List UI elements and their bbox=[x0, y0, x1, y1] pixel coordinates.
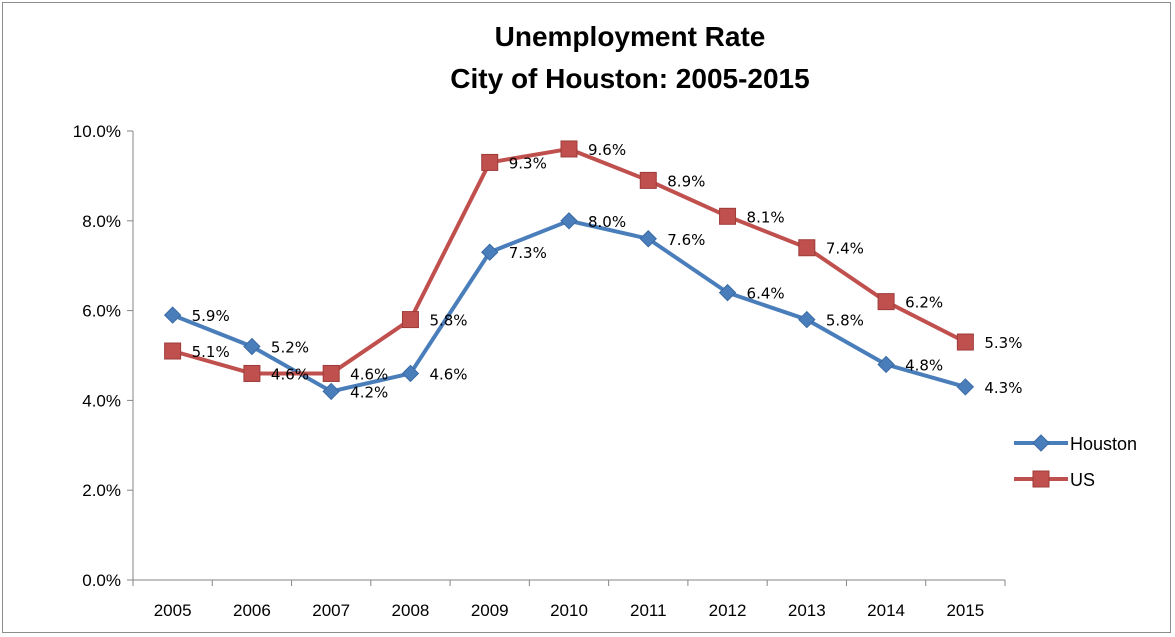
data-label-houston: 5.9% bbox=[192, 307, 230, 325]
data-label-us: 4.6% bbox=[350, 365, 388, 383]
chart-title: Unemployment Rate bbox=[495, 21, 766, 52]
data-point-houston bbox=[322, 382, 340, 401]
x-tick-label: 2011 bbox=[630, 601, 667, 620]
data-label-us: 9.6% bbox=[588, 141, 626, 159]
axes: 0.0% 2.0% 4.0% 6.0% 8.0% 10.0% 2005 2006 2007 200… bbox=[73, 122, 1006, 620]
data-label-houston: 5.8% bbox=[826, 312, 864, 330]
data-label-houston: 7.3% bbox=[509, 244, 547, 262]
data-label-us: 7.4% bbox=[826, 240, 864, 258]
y-tick-label: 10.0% bbox=[73, 122, 121, 141]
legend-label-houston: Houston bbox=[1070, 434, 1137, 454]
y-tick-label: 2.0% bbox=[82, 481, 121, 500]
data-point-houston bbox=[798, 310, 816, 329]
data-label-houston: 8.0% bbox=[588, 213, 626, 231]
data-label-us: 4.6% bbox=[271, 365, 309, 383]
series-layer bbox=[163, 140, 975, 401]
data-label-houston: 4.2% bbox=[350, 383, 388, 401]
data-point-us bbox=[243, 364, 261, 382]
x-tick-label: 2008 bbox=[392, 601, 430, 620]
data-point-us bbox=[481, 153, 499, 171]
y-tick-label: 8.0% bbox=[82, 212, 121, 231]
data-label-houston: 5.2% bbox=[271, 339, 309, 357]
legend: Houston US bbox=[1014, 434, 1137, 490]
data-point-us bbox=[639, 171, 657, 189]
data-label-us: 5.1% bbox=[192, 343, 230, 361]
data-point-us bbox=[956, 333, 974, 351]
legend-marker-houston bbox=[1032, 434, 1050, 452]
data-label-us: 9.3% bbox=[509, 154, 547, 172]
data-point-houston bbox=[481, 243, 499, 261]
legend-marker-us bbox=[1032, 470, 1050, 488]
data-label-us: 5.8% bbox=[429, 312, 467, 330]
x-tick-label: 2005 bbox=[154, 601, 192, 620]
x-tick-label: 2013 bbox=[788, 601, 826, 620]
data-labels: 5.9%5.2%4.2%4.6%7.3%8.0%7.6%6.4%5.8%4.8%… bbox=[192, 141, 1023, 401]
data-label-us: 6.2% bbox=[905, 294, 943, 312]
data-point-houston bbox=[956, 378, 975, 396]
data-label-houston: 7.6% bbox=[667, 231, 705, 249]
x-tick-label: 2010 bbox=[550, 601, 588, 620]
data-label-houston: 4.8% bbox=[905, 356, 943, 374]
data-point-houston bbox=[639, 230, 657, 248]
x-tick-label: 2006 bbox=[233, 601, 271, 620]
data-label-houston: 4.6% bbox=[429, 365, 467, 383]
data-point-us bbox=[401, 311, 419, 329]
data-point-us bbox=[560, 140, 578, 158]
x-tick-label: 2012 bbox=[709, 601, 747, 620]
x-tick-label: 2015 bbox=[946, 601, 984, 620]
data-label-houston: 6.4% bbox=[747, 285, 785, 303]
data-label-us: 8.1% bbox=[747, 208, 785, 226]
data-point-us bbox=[798, 239, 816, 257]
data-label-us: 8.9% bbox=[667, 172, 705, 190]
data-label-us: 5.3% bbox=[984, 334, 1022, 352]
x-tick-label: 2007 bbox=[312, 601, 350, 620]
x-tick-label: 2009 bbox=[471, 601, 509, 620]
data-point-houston bbox=[401, 364, 420, 383]
y-tick-label: 6.0% bbox=[82, 302, 121, 321]
data-point-houston bbox=[718, 283, 737, 302]
data-point-houston bbox=[243, 337, 261, 356]
data-point-houston bbox=[163, 306, 182, 324]
y-tick-label: 0.0% bbox=[82, 571, 121, 590]
data-point-houston bbox=[877, 355, 895, 374]
data-point-us bbox=[719, 207, 737, 225]
data-point-us bbox=[164, 342, 182, 360]
chart-subtitle: City of Houston: 2005-2015 bbox=[450, 63, 809, 94]
data-point-us bbox=[877, 293, 895, 311]
data-label-houston: 4.3% bbox=[984, 379, 1022, 397]
x-tick-label: 2014 bbox=[867, 601, 905, 620]
legend-label-us: US bbox=[1070, 470, 1095, 490]
data-point-us bbox=[322, 364, 340, 382]
data-point-houston bbox=[560, 212, 578, 230]
y-tick-label: 4.0% bbox=[82, 391, 121, 410]
